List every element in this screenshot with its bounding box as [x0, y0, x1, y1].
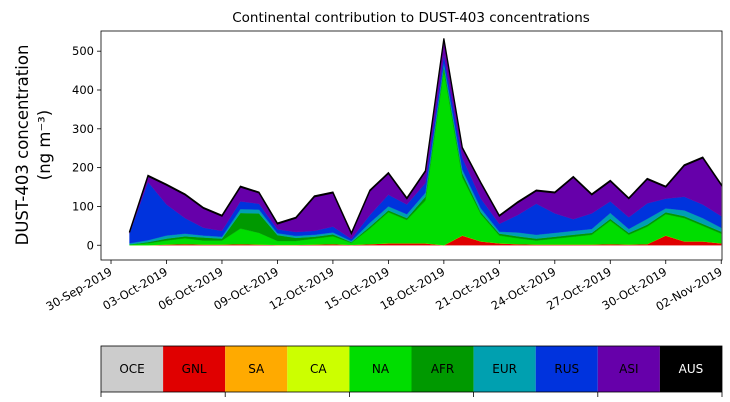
legend-swatch [287, 346, 350, 392]
legend-swatch [411, 346, 474, 392]
legend-swatch [101, 346, 164, 392]
legend-label: AUS [679, 362, 704, 376]
y-tick-label: 300 [72, 122, 94, 136]
legend-swatch [659, 346, 722, 392]
y-tick-label: 100 [72, 199, 94, 213]
y-tick-label: 200 [72, 161, 94, 175]
legend-label: ASI [619, 362, 638, 376]
legend-swatch [225, 346, 288, 392]
legend-label: OCE [119, 362, 144, 376]
legend-frame [100, 345, 723, 393]
legend-label: EUR [492, 362, 517, 376]
y-tick-label: 0 [87, 238, 94, 252]
y-axis-label: DUST-403 concentration [13, 45, 32, 246]
legend-label: NA [372, 362, 390, 376]
area [128, 38, 722, 236]
y-tick-label: 400 [72, 83, 94, 97]
legend-swatch [535, 346, 598, 392]
legend-label: RUS [554, 362, 579, 376]
legend-label: GNL [182, 362, 207, 376]
y-tick-label: 500 [72, 44, 94, 58]
legend-label: AFR [431, 362, 454, 376]
legend-label: CA [310, 362, 327, 376]
y-axis-label: (ng m⁻³) [35, 110, 54, 180]
legend-swatch [163, 346, 226, 392]
plot-frame [100, 30, 723, 261]
legend-swatch [349, 346, 412, 392]
legend-swatch [473, 346, 536, 392]
chart-title: Continental contribution to DUST-403 con… [232, 10, 590, 26]
legend-swatch [597, 346, 660, 392]
legend-label: SA [248, 362, 265, 376]
